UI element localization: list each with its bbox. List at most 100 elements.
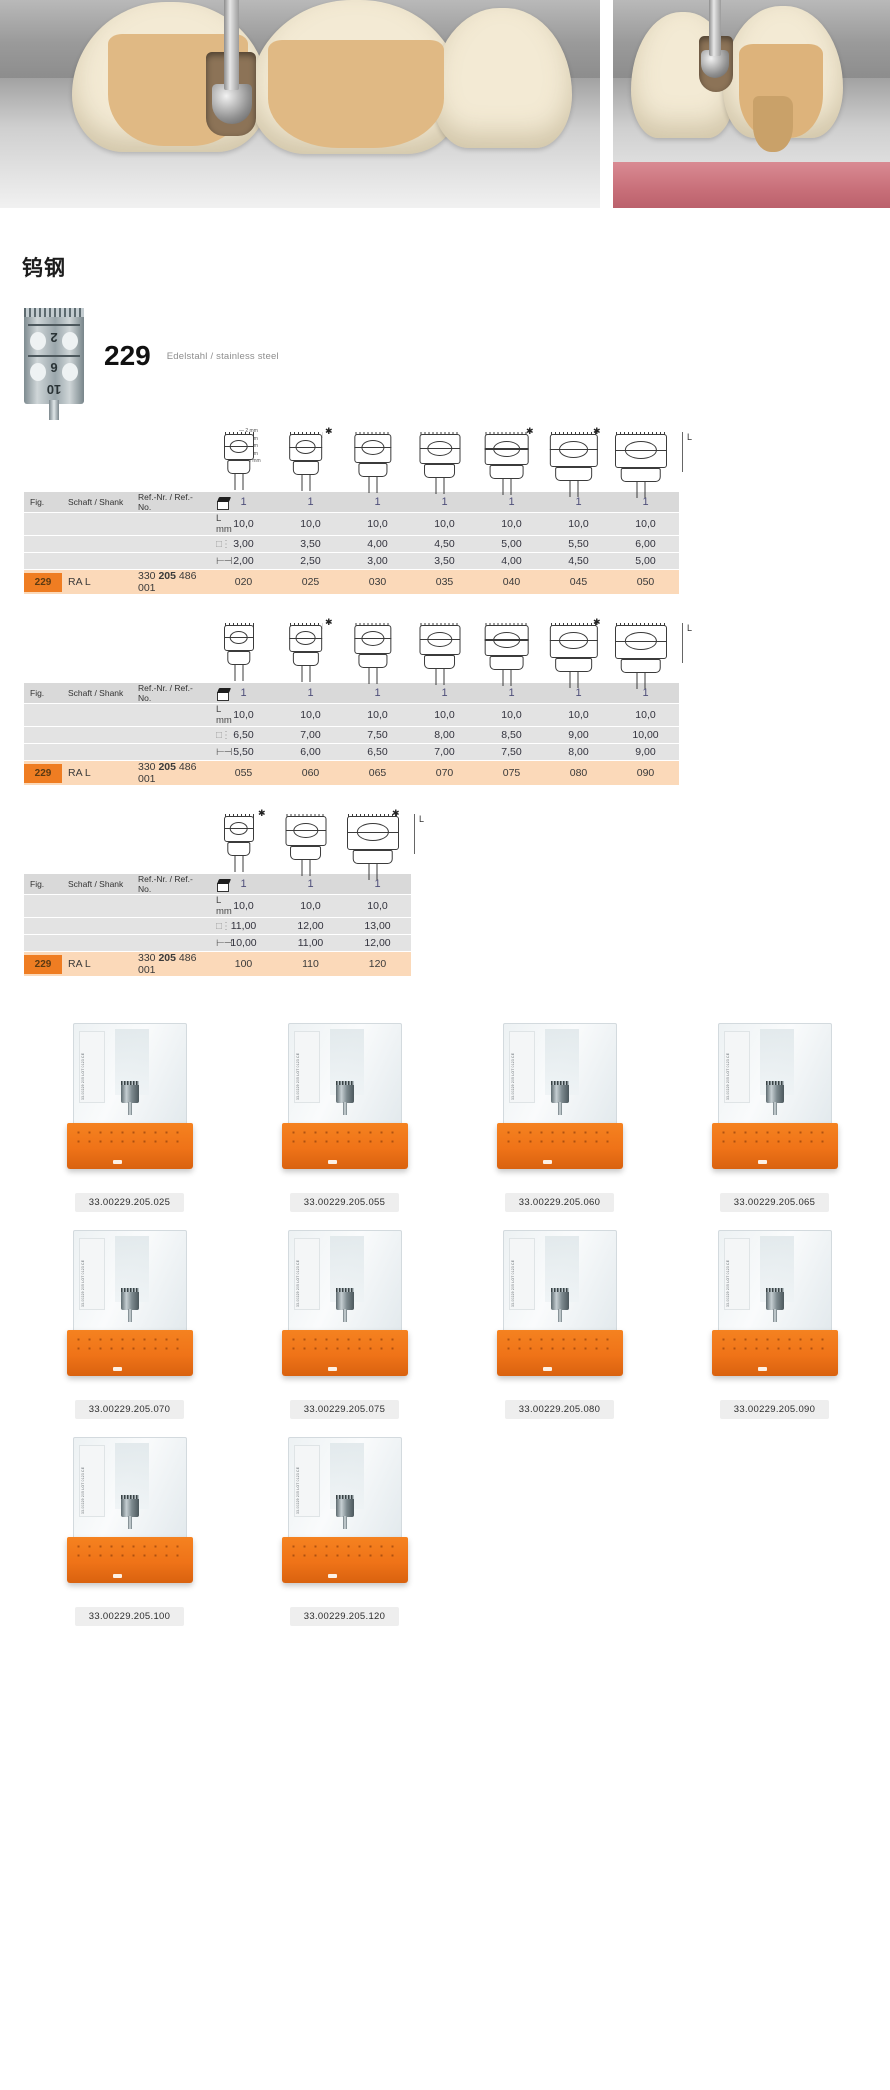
package-label: 33.00229 205 LOT 0123 CE: [293, 1445, 320, 1517]
diameter-cell: 8,00: [411, 726, 478, 744]
length-brace-label: L: [414, 814, 424, 854]
length-row: L mm10,010,010,010,010,010,010,0: [24, 703, 679, 727]
drawing-cell: ✱: [540, 414, 607, 497]
photo-depth-mark-10: 10: [46, 382, 62, 397]
size-cell[interactable]: 090: [612, 760, 679, 786]
diameter-cell: 6,00: [612, 535, 679, 553]
table-header-row: Fig. Schaft / Shank Ref.-Nr. / Ref.-No. 1 1 1…: [24, 492, 679, 513]
bur-drawing: ✱: [208, 796, 270, 874]
bur-drawing: ✱: [543, 414, 605, 497]
package-label: 33.00229 205 LOT 0123 CE: [78, 1445, 105, 1517]
drawing-cell: ✱: [272, 414, 339, 492]
size-cell[interactable]: 050: [612, 569, 679, 595]
bur-product: [550, 1288, 569, 1322]
catalog-page: 钨钢 2 6 10 229 Edelstahl / stainless stee…: [0, 0, 890, 1644]
gallery-item[interactable]: 33.00229 205 LOT 0123 CE 33.00229.205.025: [22, 1023, 237, 1212]
product-package-photo: 33.00229 205 LOT 0123 CE: [59, 1437, 201, 1597]
figure-header: 2 6 10 229 Edelstahl / stainless steel: [24, 308, 890, 420]
product-package-photo: 33.00229 205 LOT 0123 CE: [274, 1023, 416, 1183]
gallery-item[interactable]: 33.00229 205 LOT 0123 CE 33.00229.205.075: [237, 1230, 452, 1419]
bur-drawing: [610, 605, 672, 689]
order-row: 229 RA L 330 205 486 001 055 060 065 070 075 080…: [24, 760, 679, 786]
size-cell[interactable]: 045: [545, 569, 612, 595]
size-cell[interactable]: 120: [344, 951, 411, 977]
bur-drawing: [409, 605, 471, 685]
qty-cell: 1: [612, 683, 679, 704]
product-block-2: ✱ ✱ L Fig. Schaft / Shank Ref.-Nr. / Ref.-No.…: [0, 601, 890, 786]
length-cell: 10,0: [478, 703, 545, 727]
package-base: [281, 1537, 408, 1583]
gallery-caption: 33.00229.205.070: [74, 1400, 185, 1419]
order-row: 229 RA L 330 205 486 001 100 110 120: [24, 951, 411, 977]
diameter-cell: 11,00: [210, 917, 277, 935]
size-cell[interactable]: 040: [478, 569, 545, 595]
package-label: 33.00229 205 LOT 0123 CE: [78, 1031, 105, 1103]
drawing-cell: ✱: [540, 605, 607, 688]
size-cell[interactable]: 070: [411, 760, 478, 786]
package-base: [496, 1330, 623, 1376]
gallery-item[interactable]: 33.00229 205 LOT 0123 CE 33.00229.205.055: [237, 1023, 452, 1212]
gallery-item[interactable]: 33.00229 205 LOT 0123 CE 33.00229.205.080: [452, 1230, 667, 1419]
gallery-caption: 33.00229.205.075: [289, 1400, 400, 1419]
width-icon: ⊢⊣: [216, 937, 232, 949]
qty-cell: 1: [411, 683, 478, 704]
fig-badge: 229: [24, 572, 62, 592]
width-cell: 9,00: [612, 743, 679, 761]
drawing-cell: ✱: [339, 796, 406, 880]
qty-cell: 1: [344, 492, 411, 513]
diameter-cell: 13,00: [344, 917, 411, 935]
size-cell[interactable]: 075: [478, 760, 545, 786]
hero-image-occlusal: [0, 0, 600, 208]
product-package-photo: 33.00229 205 LOT 0123 CE: [274, 1230, 416, 1390]
size-cell[interactable]: 100: [210, 951, 277, 977]
size-cell[interactable]: 110: [277, 951, 344, 977]
header-shank: Schaft / Shank: [62, 492, 132, 513]
size-cell[interactable]: 080: [545, 760, 612, 786]
shank-cell: RA L: [62, 760, 132, 786]
width-cell: 4,00: [478, 552, 545, 570]
gallery-item[interactable]: 33.00229 205 LOT 0123 CE 33.00229.205.120: [237, 1437, 452, 1626]
gallery-item[interactable]: 33.00229 205 LOT 0123 CE 33.00229.205.070: [22, 1230, 237, 1419]
width-row: ⊢⊣ 2,00 2,50 3,00 3,50 4,00 4,50 5,00: [24, 552, 679, 570]
gallery-item[interactable]: 33.00229 205 LOT 0123 CE 33.00229.205.100: [22, 1437, 237, 1626]
size-cell[interactable]: 060: [277, 760, 344, 786]
gallery-item[interactable]: 33.00229 205 LOT 0123 CE 33.00229.205.090: [667, 1230, 882, 1419]
product-package-photo: 33.00229 205 LOT 0123 CE: [704, 1023, 846, 1183]
header-fig: Fig.: [24, 874, 62, 895]
product-package-photo: 33.00229 205 LOT 0123 CE: [274, 1437, 416, 1597]
qty-cell: 1: [344, 874, 411, 895]
bur-product: [120, 1081, 139, 1115]
qty-cell: 1: [277, 683, 344, 704]
length-brace-label: L: [682, 623, 692, 663]
bur-drawing: ✱: [543, 605, 605, 688]
diameter-cell: 5,00: [478, 535, 545, 553]
size-cell[interactable]: 025: [277, 569, 344, 595]
drawing-cell: [406, 414, 473, 494]
drawing-cell: [607, 605, 674, 689]
width-cell: 12,00: [344, 934, 411, 952]
gallery-item[interactable]: 33.00229 205 LOT 0123 CE 33.00229.205.060: [452, 1023, 667, 1212]
width-cell: 7,50: [478, 743, 545, 761]
drawing-cell: ✱: [205, 796, 272, 874]
gallery-caption: 33.00229.205.100: [74, 1607, 185, 1626]
product-package-photo: 33.00229 205 LOT 0123 CE: [704, 1230, 846, 1390]
page-title: 钨钢: [22, 257, 66, 280]
qty-cell: 1: [411, 492, 478, 513]
qty-cell: 1: [478, 683, 545, 704]
ref-no-cell: 330 205 486 001: [132, 951, 210, 977]
size-cell[interactable]: 020: [210, 569, 277, 595]
size-cell[interactable]: 030: [344, 569, 411, 595]
fig-badge-cell: 229: [24, 951, 62, 977]
size-cell[interactable]: 055: [210, 760, 277, 786]
qty-cell: 1: [545, 683, 612, 704]
bur-drawing: [610, 414, 672, 498]
width-cell: 4,50: [545, 552, 612, 570]
gallery-item[interactable]: 33.00229 205 LOT 0123 CE 33.00229.205.065: [667, 1023, 882, 1212]
size-cell[interactable]: 035: [411, 569, 478, 595]
length-cell: 10,0: [411, 512, 478, 536]
length-cell: 10,0: [277, 894, 344, 918]
diameter-cell: 10,00: [612, 726, 679, 744]
fig-badge: 229: [24, 954, 62, 974]
size-cell[interactable]: 065: [344, 760, 411, 786]
length-cell: 10,0: [545, 703, 612, 727]
